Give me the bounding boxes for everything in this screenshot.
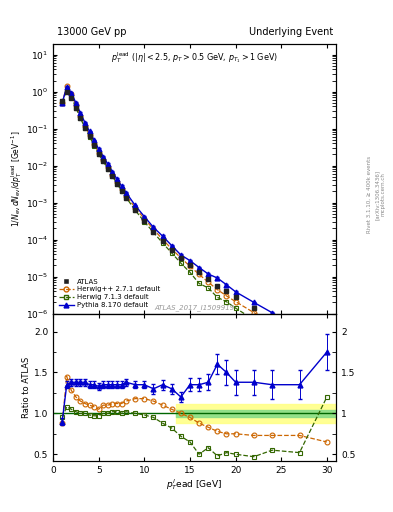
Text: 13000 GeV pp: 13000 GeV pp <box>57 27 127 37</box>
Y-axis label: $1/N_\mathrm{ev}\, dN_\mathrm{ev}/dp_T^\mathrm{lead}$ [GeV$^{-1}$]: $1/N_\mathrm{ev}\, dN_\mathrm{ev}/dp_T^\… <box>9 131 24 227</box>
Text: [arXiv:1306.3436]: [arXiv:1306.3436] <box>375 169 380 220</box>
Y-axis label: Ratio to ATLAS: Ratio to ATLAS <box>22 356 31 418</box>
Text: Underlying Event: Underlying Event <box>249 27 333 37</box>
X-axis label: $p_T^l$ead [GeV]: $p_T^l$ead [GeV] <box>166 477 223 493</box>
Text: ATLAS_2017_I1509919: ATLAS_2017_I1509919 <box>154 304 235 311</box>
Text: Rivet 3.1.10, ≥ 400k events: Rivet 3.1.10, ≥ 400k events <box>367 156 372 233</box>
Text: mcplots.cern.ch: mcplots.cern.ch <box>381 173 386 217</box>
Text: $p_T^{\rm lead}$ ($|\eta| < 2.5$, $p_T > 0.5$ GeV, $p_{T_1} > 1$ GeV): $p_T^{\rm lead}$ ($|\eta| < 2.5$, $p_T >… <box>111 50 278 65</box>
Legend: ATLAS, Herwig++ 2.7.1 default, Herwig 7.1.3 default, Pythia 8.170 default: ATLAS, Herwig++ 2.7.1 default, Herwig 7.… <box>57 276 162 310</box>
